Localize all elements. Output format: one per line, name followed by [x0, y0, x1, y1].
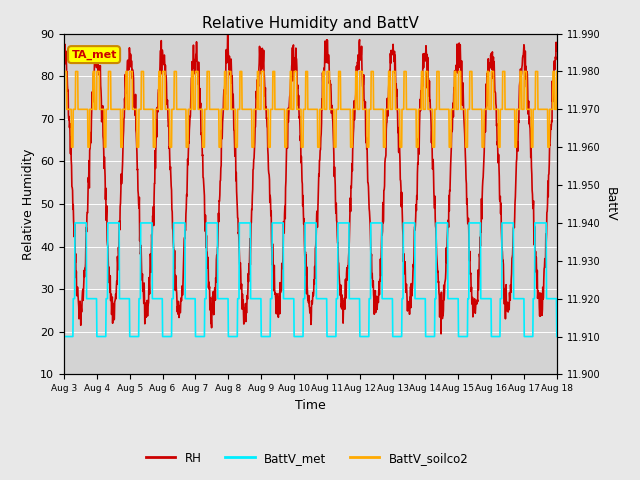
X-axis label: Time: Time [295, 399, 326, 412]
Title: Relative Humidity and BattV: Relative Humidity and BattV [202, 16, 419, 31]
Legend: RH, BattV_met, BattV_soilco2: RH, BattV_met, BattV_soilco2 [141, 447, 474, 469]
Y-axis label: BattV: BattV [604, 187, 617, 221]
Y-axis label: Relative Humidity: Relative Humidity [22, 148, 35, 260]
Text: TA_met: TA_met [72, 49, 116, 60]
